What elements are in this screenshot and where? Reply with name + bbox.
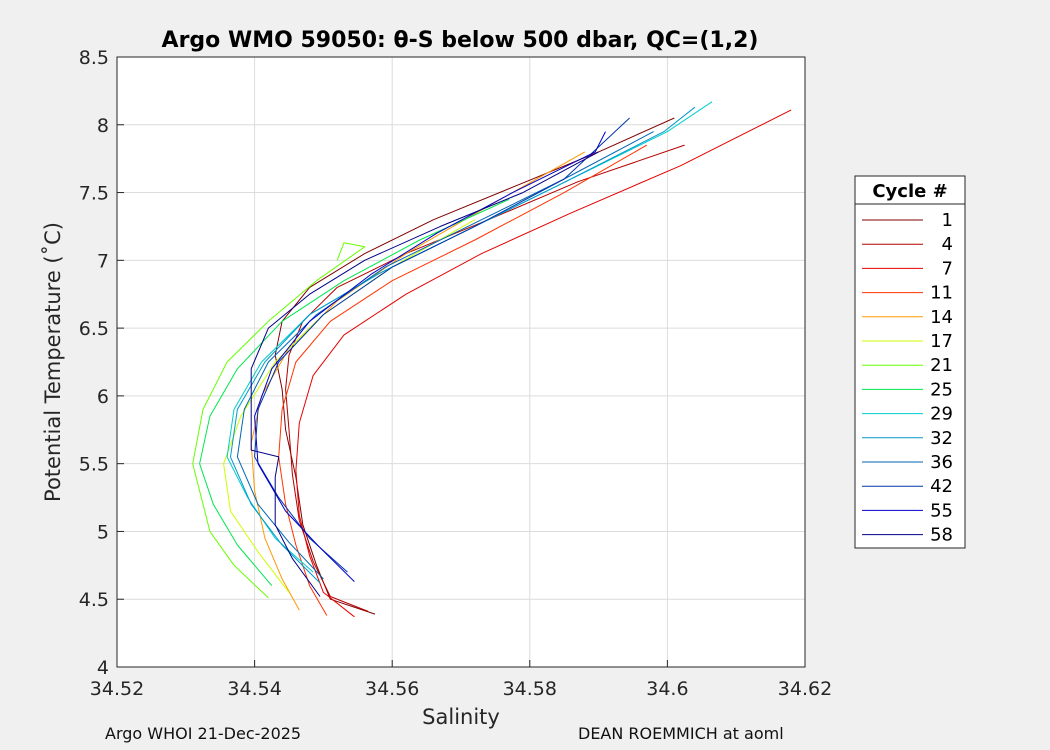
y-tick-label: 5 [97,521,109,543]
series-line-cycle-21 [192,242,366,599]
legend-label: 11 [930,283,953,304]
legend-label: 14 [930,307,953,328]
x-tick-label: 34.62 [778,678,832,700]
legend-label: 17 [930,331,953,352]
legend-label: 55 [930,500,953,521]
plot-frame [116,56,806,668]
legend-label: 32 [930,428,953,449]
series-line-cycle-42 [254,117,630,573]
legend-label: 7 [942,258,953,279]
legend-label: 29 [930,404,953,425]
chart-title: Argo WMO 59050: θ-S below 500 dbar, QC=(… [162,28,759,53]
legend-label: 42 [930,476,953,497]
y-tick-label: 4 [97,657,109,679]
x-tick-label: 34.6 [646,678,688,700]
series-line-cycle-58 [250,151,599,597]
y-tick-label: 4.5 [79,589,109,611]
y-tick-label: 5.5 [79,454,109,476]
legend-title: Cycle # [872,181,947,202]
y-tick-label: 7 [97,250,109,272]
y-tick-label: 6 [97,386,109,408]
legend-label: 1 [942,210,953,231]
series-line-cycle-7 [295,109,792,618]
plot-area [117,57,805,667]
x-axis-label: Salinity [422,705,500,729]
ticks: 34.52 34.54 34.56 34.58 34.6 34.62 4 4.5 5 5.5 6 6.… [79,47,832,700]
series-line-cycle-4 [285,144,685,612]
series-layer [192,101,792,618]
footer-left: Argo WHOI 21-Dec-2025 [105,724,302,743]
x-tick-label: 34.56 [365,678,419,700]
x-tick-label: 34.52 [90,678,144,700]
legend-label: 36 [930,452,953,473]
series-line-cycle-36 [236,131,654,580]
y-tick-label: 7.5 [79,183,109,205]
legend-label: 4 [942,234,953,255]
legend-label: 21 [930,355,953,376]
series-line-cycle-32 [230,106,696,584]
footer-right: DEAN ROEMMICH at aoml [578,724,784,743]
series-line-cycle-55 [254,131,606,582]
x-tick-label: 34.58 [503,678,557,700]
series-line-cycle-25 [199,198,510,587]
legend-label: 58 [930,525,953,546]
y-tick-label: 8 [97,115,109,137]
y-tick-label: 6.5 [79,318,109,340]
y-tick-label: 8.5 [79,47,109,69]
y-axis-label: Potential Temperature (˚C) [41,222,65,502]
x-tick-label: 34.54 [227,678,281,700]
legend-label: 25 [930,379,953,400]
